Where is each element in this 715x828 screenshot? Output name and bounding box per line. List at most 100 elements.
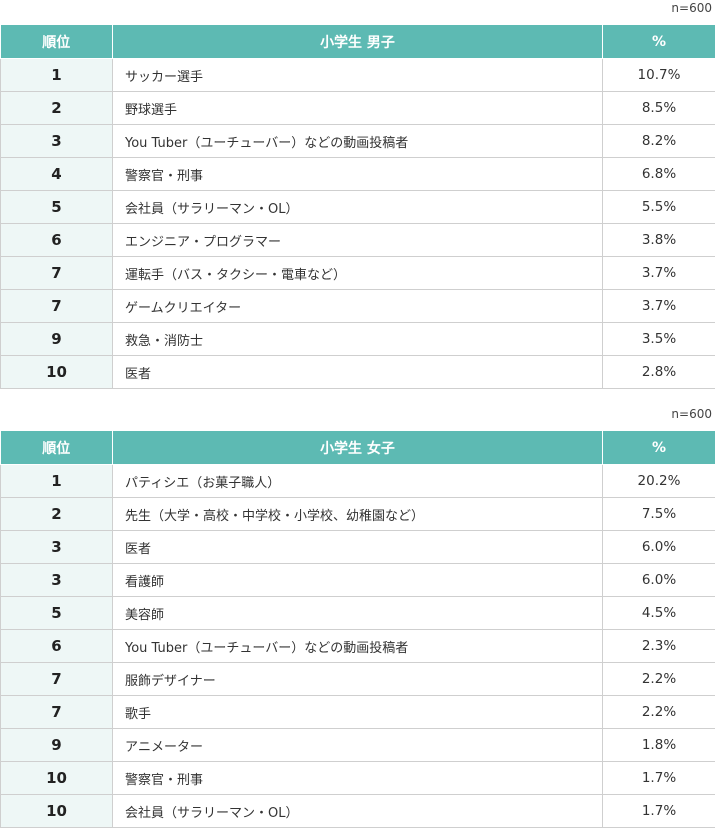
table-row: 3 看護師 6.0%: [0, 563, 715, 597]
boys-rows: 1 サッカー選手 10.7% 2 野球選手 8.5% 3 You Tuber（ユーチューバー）…: [0, 58, 715, 389]
table-header-row: 順位 小学生 女子 %: [0, 431, 715, 465]
boys-ranking-section: n=600 順位 小学生 男子 % 1 サッカー選手 10.7% 2 野球選手 8.5% 3…: [0, 0, 715, 389]
rank-cell: 7: [0, 256, 113, 290]
table-row: 6 エンジニア・プログラマー 3.8%: [0, 223, 715, 257]
percent-cell: 6.0%: [602, 530, 715, 564]
table-header-row: 順位 小学生 男子 %: [0, 25, 715, 59]
rank-cell: 2: [0, 497, 113, 531]
job-cell: 服飾デザイナー: [112, 662, 603, 696]
rank-cell: 9: [0, 728, 113, 762]
rank-cell: 7: [0, 662, 113, 696]
rank-cell: 3: [0, 124, 113, 158]
job-cell: エンジニア・プログラマー: [112, 223, 603, 257]
table-row: 10 警察官・刑事 1.7%: [0, 761, 715, 795]
table-row: 7 運転手（バス・タクシー・電車など） 3.7%: [0, 256, 715, 290]
table-row: 7 ゲームクリエイター 3.7%: [0, 289, 715, 323]
rank-cell: 9: [0, 322, 113, 356]
job-cell: 歌手: [112, 695, 603, 729]
job-cell: 美容師: [112, 596, 603, 630]
rank-cell: 1: [0, 464, 113, 498]
rank-cell: 1: [0, 58, 113, 92]
percent-cell: 2.8%: [602, 355, 715, 389]
sample-size-label: n=600: [671, 1, 712, 15]
percent-cell: 7.5%: [602, 497, 715, 531]
rank-cell: 3: [0, 530, 113, 564]
percent-cell: 2.2%: [602, 695, 715, 729]
job-cell: 救急・消防士: [112, 322, 603, 356]
rank-cell: 7: [0, 289, 113, 323]
rank-header: 順位: [0, 25, 113, 59]
table-row: 5 会社員（サラリーマン・OL） 5.5%: [0, 190, 715, 224]
percent-cell: 6.0%: [602, 563, 715, 597]
rank-cell: 10: [0, 794, 113, 828]
job-cell: パティシエ（お菓子職人）: [112, 464, 603, 498]
table-row: 7 服飾デザイナー 2.2%: [0, 662, 715, 696]
rank-cell: 2: [0, 91, 113, 125]
category-header: 小学生 男子: [112, 25, 603, 59]
rank-cell: 6: [0, 629, 113, 663]
percent-cell: 2.2%: [602, 662, 715, 696]
percent-cell: 1.8%: [602, 728, 715, 762]
table-row: 4 警察官・刑事 6.8%: [0, 157, 715, 191]
table-row: 5 美容師 4.5%: [0, 596, 715, 630]
percent-cell: 3.7%: [602, 289, 715, 323]
job-cell: 会社員（サラリーマン・OL）: [112, 190, 603, 224]
percent-cell: 5.5%: [602, 190, 715, 224]
category-header: 小学生 女子: [112, 431, 603, 465]
table-row: 3 You Tuber（ユーチューバー）などの動画投稿者 8.2%: [0, 124, 715, 158]
percent-cell: 1.7%: [602, 761, 715, 795]
job-cell: ゲームクリエイター: [112, 289, 603, 323]
rank-cell: 6: [0, 223, 113, 257]
table-row: 7 歌手 2.2%: [0, 695, 715, 729]
percent-cell: 4.5%: [602, 596, 715, 630]
rank-cell: 4: [0, 157, 113, 191]
job-cell: 先生（大学・高校・中学校・小学校、幼稚園など）: [112, 497, 603, 531]
rank-cell: 10: [0, 761, 113, 795]
table-row: 1 パティシエ（お菓子職人） 20.2%: [0, 464, 715, 498]
girls-rows: 1 パティシエ（お菓子職人） 20.2% 2 先生（大学・高校・中学校・小学校、幼稚園な…: [0, 464, 715, 828]
percent-cell: 20.2%: [602, 464, 715, 498]
job-cell: アニメーター: [112, 728, 603, 762]
percent-cell: 8.5%: [602, 91, 715, 125]
girls-ranking-section: n=600 順位 小学生 女子 % 1 パティシエ（お菓子職人） 20.2% 2 先生（…: [0, 406, 715, 828]
girls-ranking-table: 順位 小学生 女子 % 1 パティシエ（お菓子職人） 20.2% 2 先生（大学・高校・…: [0, 431, 715, 828]
table-row: 10 会社員（サラリーマン・OL） 1.7%: [0, 794, 715, 828]
job-cell: 医者: [112, 355, 603, 389]
rank-header: 順位: [0, 431, 113, 465]
job-cell: 警察官・刑事: [112, 157, 603, 191]
table-row: 1 サッカー選手 10.7%: [0, 58, 715, 92]
percent-cell: 3.8%: [602, 223, 715, 257]
percent-cell: 3.7%: [602, 256, 715, 290]
table-row: 10 医者 2.8%: [0, 355, 715, 389]
percent-cell: 1.7%: [602, 794, 715, 828]
rank-cell: 10: [0, 355, 113, 389]
percent-cell: 10.7%: [602, 58, 715, 92]
job-cell: You Tuber（ユーチューバー）などの動画投稿者: [112, 629, 603, 663]
job-cell: 野球選手: [112, 91, 603, 125]
table-row: 2 野球選手 8.5%: [0, 91, 715, 125]
table-row: 2 先生（大学・高校・中学校・小学校、幼稚園など） 7.5%: [0, 497, 715, 531]
percent-cell: 3.5%: [602, 322, 715, 356]
job-cell: 医者: [112, 530, 603, 564]
rank-cell: 5: [0, 596, 113, 630]
boys-ranking-table: 順位 小学生 男子 % 1 サッカー選手 10.7% 2 野球選手 8.5% 3 You Tu…: [0, 25, 715, 389]
job-cell: 運転手（バス・タクシー・電車など）: [112, 256, 603, 290]
percent-header: %: [602, 431, 715, 465]
job-cell: 看護師: [112, 563, 603, 597]
sample-size-label: n=600: [671, 407, 712, 421]
percent-cell: 6.8%: [602, 157, 715, 191]
percent-cell: 8.2%: [602, 124, 715, 158]
job-cell: サッカー選手: [112, 58, 603, 92]
job-cell: 警察官・刑事: [112, 761, 603, 795]
rank-cell: 3: [0, 563, 113, 597]
rank-cell: 7: [0, 695, 113, 729]
table-row: 9 救急・消防士 3.5%: [0, 322, 715, 356]
table-row: 3 医者 6.0%: [0, 530, 715, 564]
percent-cell: 2.3%: [602, 629, 715, 663]
job-cell: 会社員（サラリーマン・OL）: [112, 794, 603, 828]
percent-header: %: [602, 25, 715, 59]
rank-cell: 5: [0, 190, 113, 224]
table-row: 6 You Tuber（ユーチューバー）などの動画投稿者 2.3%: [0, 629, 715, 663]
table-row: 9 アニメーター 1.8%: [0, 728, 715, 762]
job-cell: You Tuber（ユーチューバー）などの動画投稿者: [112, 124, 603, 158]
